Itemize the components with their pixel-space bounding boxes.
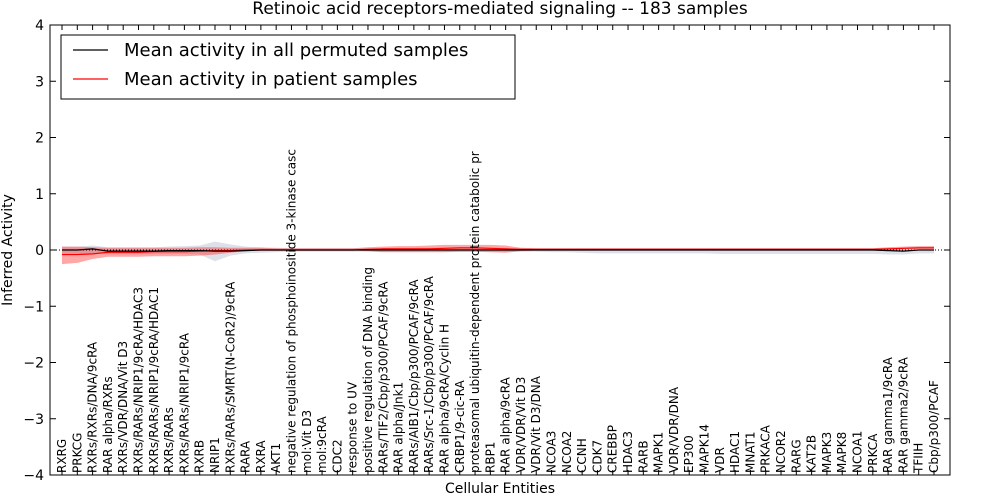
x-tick-label: NCOA1 bbox=[851, 431, 865, 473]
x-tick-label: RAR alpha/RXRs bbox=[101, 376, 115, 473]
x-tick-label: HDAC1 bbox=[728, 431, 742, 473]
y-tick-label: −2 bbox=[23, 356, 44, 372]
x-tick-label: RXRB bbox=[193, 440, 207, 473]
x-tick-label: MAPK1 bbox=[652, 432, 666, 473]
x-tick-label: RXRs/RXRs/DNA/9cRA bbox=[86, 341, 100, 473]
x-tick-label: EP300 bbox=[682, 435, 696, 473]
x-tick-label: RXRs/VDR/DNA/Vit D3 bbox=[116, 341, 130, 473]
x-tick-label: MAPK3 bbox=[820, 432, 834, 473]
x-tick-label: VDR/VDR/DNA bbox=[667, 386, 681, 473]
x-tick-label: RAR gamma2/9cRA bbox=[896, 356, 910, 473]
x-tick-label: RARA bbox=[239, 440, 253, 473]
x-tick-label: TFIIH bbox=[912, 443, 926, 474]
chart-title: Retinoic acid receptors-mediated signali… bbox=[252, 0, 748, 19]
y-tick-label: −1 bbox=[23, 299, 44, 315]
x-tick-label: CREBBP bbox=[606, 425, 620, 473]
x-tick-label: NCOR2 bbox=[774, 430, 788, 473]
x-tick-label: NRIP1 bbox=[208, 437, 222, 473]
x-axis-ticks: RXRG PRKCG RXRs/RXRs/DNA/9cRA RAR alpha/RXR… bbox=[55, 25, 941, 475]
y-tick-label: 0 bbox=[35, 243, 44, 259]
x-tick-label: PRKCA bbox=[866, 433, 880, 473]
x-tick-label: negative regulation of phosphoinositide … bbox=[285, 149, 299, 473]
x-tick-label: RARs/AIB1/Cbp/p300/PCAF/9cRA bbox=[407, 279, 421, 473]
plot-area bbox=[50, 241, 950, 265]
x-tick-label: KAT2B bbox=[805, 435, 819, 473]
x-tick-label: RXRs/RARs/NRIP1/9cRA bbox=[177, 332, 191, 473]
x-tick-label: RXRs/RARs/SMRT(N-CoR2)/9cRA bbox=[223, 281, 237, 473]
x-tick-label: positive regulation of DNA binding bbox=[361, 267, 375, 473]
x-tick-label: CRBP1/9-cic-RA bbox=[453, 379, 467, 473]
x-tick-label: RXRA bbox=[254, 440, 268, 473]
y-tick-label: −4 bbox=[23, 468, 44, 484]
x-tick-label: RXRG bbox=[55, 439, 69, 473]
y-axis-label: Inferred Activity bbox=[0, 194, 16, 306]
x-tick-label: VDR/VDR/Vit D3 bbox=[514, 377, 528, 473]
x-tick-label: RARs/TIF2/Cbp/p300/PCAF/9cRA bbox=[376, 281, 390, 473]
x-tick-label: proteasomal ubiquitin-dependent protein … bbox=[468, 151, 482, 473]
x-tick-label: RXRs/RARs bbox=[162, 407, 176, 473]
y-tick-label: 2 bbox=[35, 131, 44, 147]
permuted-mean-line bbox=[62, 248, 934, 252]
x-tick-label: response to UV bbox=[346, 381, 360, 473]
x-tick-label: NCOA3 bbox=[545, 431, 559, 473]
x-tick-label: MAPK8 bbox=[835, 432, 849, 473]
x-tick-label: CDC2 bbox=[330, 439, 344, 473]
x-tick-label: mol:9cRA bbox=[315, 416, 329, 473]
x-tick-label: MAPK14 bbox=[698, 424, 712, 473]
x-tick-label: PRKACA bbox=[759, 424, 773, 473]
legend-box bbox=[60, 34, 516, 100]
x-tick-label: RAR alpha/9cRA/Cyclin H bbox=[438, 324, 452, 473]
x-tick-label: PRKCG bbox=[70, 433, 84, 473]
x-tick-label: MNAT1 bbox=[743, 431, 757, 473]
y-tick-label: 1 bbox=[35, 187, 44, 203]
x-tick-label: RARs/Src-1/Cbp/p300/PCAF/9cRA bbox=[422, 275, 436, 473]
x-tick-label: HDAC3 bbox=[621, 431, 635, 473]
x-tick-label: RARG bbox=[789, 439, 803, 473]
x-tick-label: AKT1 bbox=[269, 443, 283, 473]
x-tick-label: RAR gamma1/9cRA bbox=[881, 356, 895, 473]
x-tick-label: CCNH bbox=[575, 438, 589, 473]
legend-label-permuted: Mean activity in all permuted samples bbox=[124, 40, 468, 61]
x-tick-label: RXRs/RARs/NRIP1/9cRA/HDAC3 bbox=[132, 287, 146, 473]
x-tick-label: RAR alpha/9cRA bbox=[499, 376, 513, 473]
x-tick-label: mol:Vit D3 bbox=[300, 410, 314, 473]
y-tick-label: 4 bbox=[35, 18, 44, 34]
x-tick-label: Cbp/p300/PCAF bbox=[927, 380, 941, 473]
patient-band bbox=[62, 244, 934, 265]
x-tick-label: CDK7 bbox=[590, 440, 604, 473]
y-tick-label: 3 bbox=[35, 74, 44, 90]
y-tick-label: −3 bbox=[23, 412, 44, 428]
x-tick-label: VDR bbox=[713, 447, 727, 473]
x-tick-label: VDR/Vit D3/DNA bbox=[529, 375, 543, 473]
x-tick-label: RBP1 bbox=[483, 442, 497, 473]
legend: Mean activity in all permuted samples Me… bbox=[60, 34, 516, 100]
x-tick-label: NCOA2 bbox=[560, 431, 574, 473]
permuted-band bbox=[62, 241, 934, 262]
x-tick-label: RAR alpha/Jnk1 bbox=[392, 382, 406, 473]
x-axis-label: Cellular Entities bbox=[445, 481, 555, 497]
y-axis-ticks: −4 −3 −2 −1 0 1 2 3 4 bbox=[23, 18, 950, 484]
x-tick-label: RARB bbox=[636, 440, 650, 473]
legend-label-patient: Mean activity in patient samples bbox=[124, 69, 418, 90]
x-tick-label: RXRs/RARs/NRIP1/9cRA/HDAC1 bbox=[147, 287, 161, 473]
